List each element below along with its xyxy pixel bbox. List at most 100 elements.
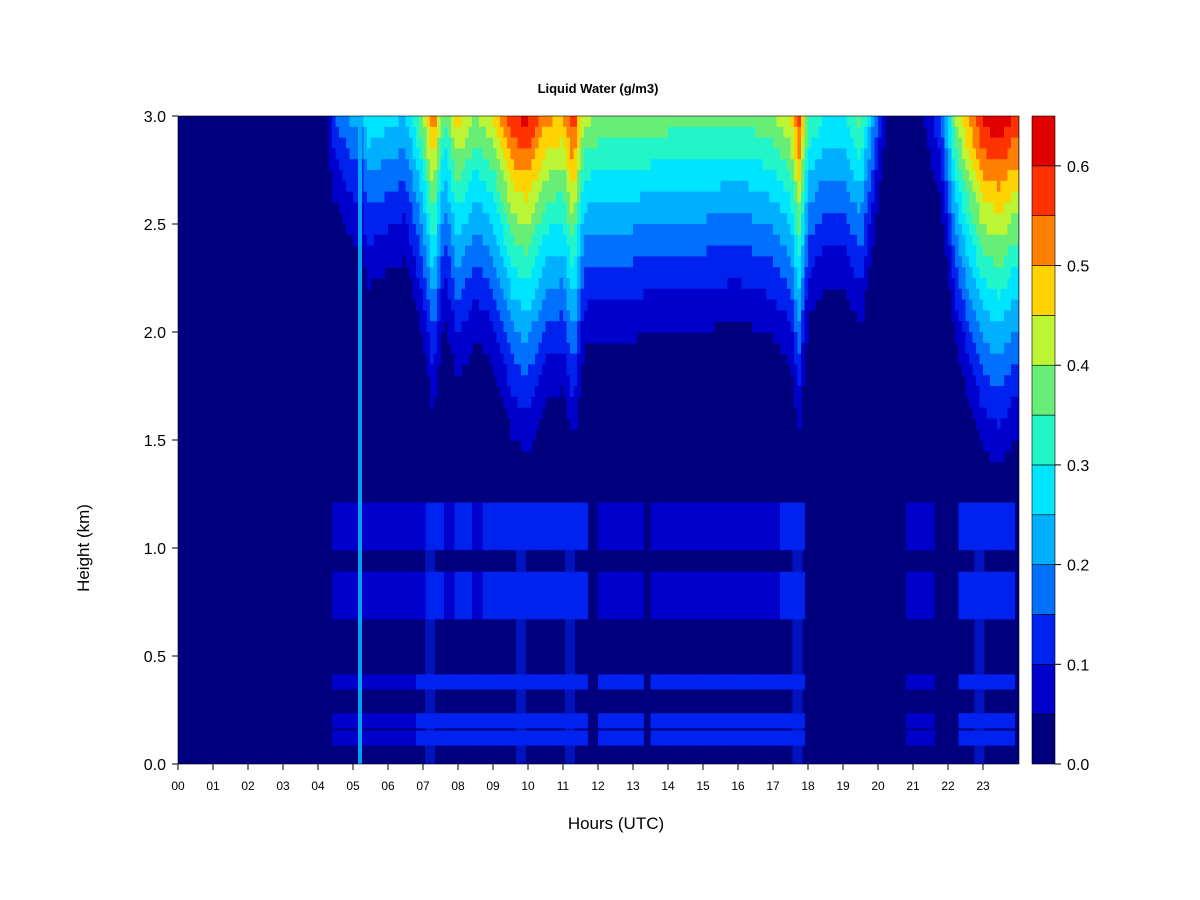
- heat-cell: [986, 440, 991, 452]
- heat-cell: [1000, 332, 1005, 344]
- heat-cell: [1014, 267, 1019, 279]
- band-cell: [388, 571, 393, 620]
- heat-cell: [559, 288, 564, 301]
- band-cell: [930, 713, 935, 729]
- heat-cell: [783, 256, 788, 268]
- heat-cell: [486, 202, 491, 214]
- heat-cell: [808, 170, 813, 182]
- heat-cell: [962, 148, 967, 160]
- band-cell: [689, 571, 694, 620]
- heat-cell: [615, 278, 620, 290]
- heat-cell: [510, 126, 515, 139]
- heat-cell: [542, 278, 547, 290]
- heat-cell: [745, 137, 750, 149]
- heat-cell: [458, 278, 463, 290]
- band-cell: [549, 571, 554, 620]
- band-cell: [731, 730, 736, 746]
- heat-cell: [388, 245, 393, 257]
- heat-cell: [682, 202, 687, 214]
- band-cell: [734, 502, 739, 551]
- heat-cell: [454, 342, 459, 355]
- heat-cell: [755, 159, 760, 171]
- band-cell: [682, 730, 687, 746]
- heat-cell: [969, 148, 974, 160]
- heat-cell: [405, 180, 410, 193]
- heat-cell: [671, 126, 676, 139]
- heat-cell: [776, 299, 781, 311]
- band-cell: [349, 674, 354, 690]
- heat-cell: [500, 299, 505, 311]
- heat-cell: [542, 342, 547, 355]
- heat-cell: [808, 213, 813, 225]
- band-cell: [440, 571, 445, 620]
- heat-cell: [465, 278, 470, 290]
- heat-cell: [734, 159, 739, 171]
- heat-cell: [1004, 418, 1009, 430]
- heat-cell: [423, 159, 428, 171]
- band-cell: [398, 730, 403, 746]
- heat-cell: [808, 148, 813, 160]
- heat-cell: [983, 170, 988, 182]
- heat-cell: [552, 170, 557, 182]
- heat-cell: [535, 278, 540, 290]
- heat-cell: [969, 234, 974, 247]
- heat-cell: [584, 137, 589, 149]
- heat-cell: [528, 278, 533, 290]
- heat-cell: [517, 288, 522, 301]
- heat-cell: [818, 267, 823, 279]
- heat-cell: [633, 278, 638, 290]
- heat-cell: [503, 170, 508, 182]
- band-cell: [538, 730, 543, 746]
- heat-cell: [342, 159, 347, 171]
- heat-cell: [521, 375, 526, 387]
- heat-cell: [542, 137, 547, 149]
- band-cell: [605, 713, 610, 729]
- heat-cell: [430, 180, 435, 193]
- band-cell: [983, 713, 988, 729]
- heat-cell: [479, 256, 484, 268]
- heat-cell: [542, 191, 547, 203]
- heat-cell: [524, 202, 529, 214]
- heat-cell: [524, 256, 529, 268]
- band-cell: [668, 502, 673, 551]
- heat-cell: [612, 126, 617, 139]
- heat-cell: [871, 137, 876, 149]
- heat-cell: [524, 418, 529, 430]
- heat-cell: [783, 180, 788, 193]
- heat-cell: [745, 224, 750, 236]
- heat-cell: [675, 245, 680, 257]
- heat-cell: [832, 234, 837, 247]
- heat-cell: [398, 191, 403, 203]
- heat-cell: [510, 170, 515, 182]
- heat-cell: [521, 364, 526, 376]
- band-cell: [762, 730, 767, 746]
- heat-cell: [405, 137, 410, 149]
- heat-cell: [794, 310, 799, 322]
- heat-cell: [601, 321, 606, 333]
- heat-cell: [391, 202, 396, 214]
- heat-cell: [374, 191, 379, 203]
- heat-cell: [794, 116, 799, 128]
- heat-cell: [447, 310, 452, 322]
- heat-cell: [997, 418, 1002, 430]
- heat-cell: [972, 386, 977, 398]
- heat-cell: [552, 332, 557, 344]
- heat-cell: [685, 116, 690, 128]
- band-cell: [801, 713, 806, 729]
- heat-cell: [615, 148, 620, 160]
- heat-cell: [787, 267, 792, 279]
- heat-cell: [759, 267, 764, 279]
- heat-cell: [815, 267, 820, 279]
- heat-cell: [503, 299, 508, 311]
- heat-cell: [958, 310, 963, 322]
- heat-cell: [675, 267, 680, 279]
- heat-cell: [468, 267, 473, 279]
- heat-cell: [552, 180, 557, 193]
- heat-cell: [486, 137, 491, 149]
- heat-cell: [416, 202, 421, 214]
- band-cell: [577, 674, 582, 690]
- heat-cell: [381, 245, 386, 257]
- heat-cell: [370, 256, 375, 268]
- heat-cell: [577, 148, 582, 160]
- heat-cell: [720, 126, 725, 139]
